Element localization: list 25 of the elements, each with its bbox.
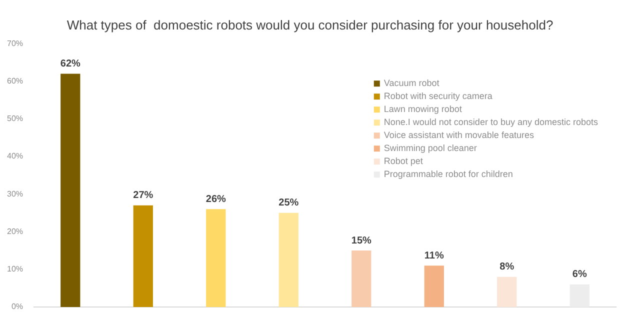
chart-title: What types of domoestic robots would you consider purchasing for your household? [66,17,554,32]
y-tick-label: 10% [6,264,24,274]
y-tick-label: 40% [6,152,24,161]
data-label: 25% [278,198,299,209]
y-tick-label: 50% [6,114,24,124]
legend-label: Lawn mowing robot [384,104,462,114]
data-label: 15% [351,235,372,246]
data-label: 8% [500,262,514,273]
legend-label: Robot with security camera [384,91,492,102]
legend-label: Robot pet [384,156,424,166]
data-label: 11% [424,250,444,262]
y-tick-label: 70% [6,38,24,48]
y-tick-label: 30% [6,189,24,198]
legend-label: Programmable robot for children [384,169,513,180]
data-label: 27% [133,190,154,202]
legend-label: None.I would not consider to buy any domestic robots [384,117,598,128]
legend-label: Vacuum robot [384,78,440,88]
data-label: 6% [572,269,587,280]
legend-label: Swimming pool cleaner [384,143,477,154]
data-label: 26% [206,194,226,205]
legend-label: Voice assistant with movable features [384,130,534,140]
y-tick-label: 0% [11,302,24,312]
data-label: 62% [60,58,80,70]
y-tick-label: 60% [6,76,24,86]
y-tick-label: 20% [6,226,24,236]
